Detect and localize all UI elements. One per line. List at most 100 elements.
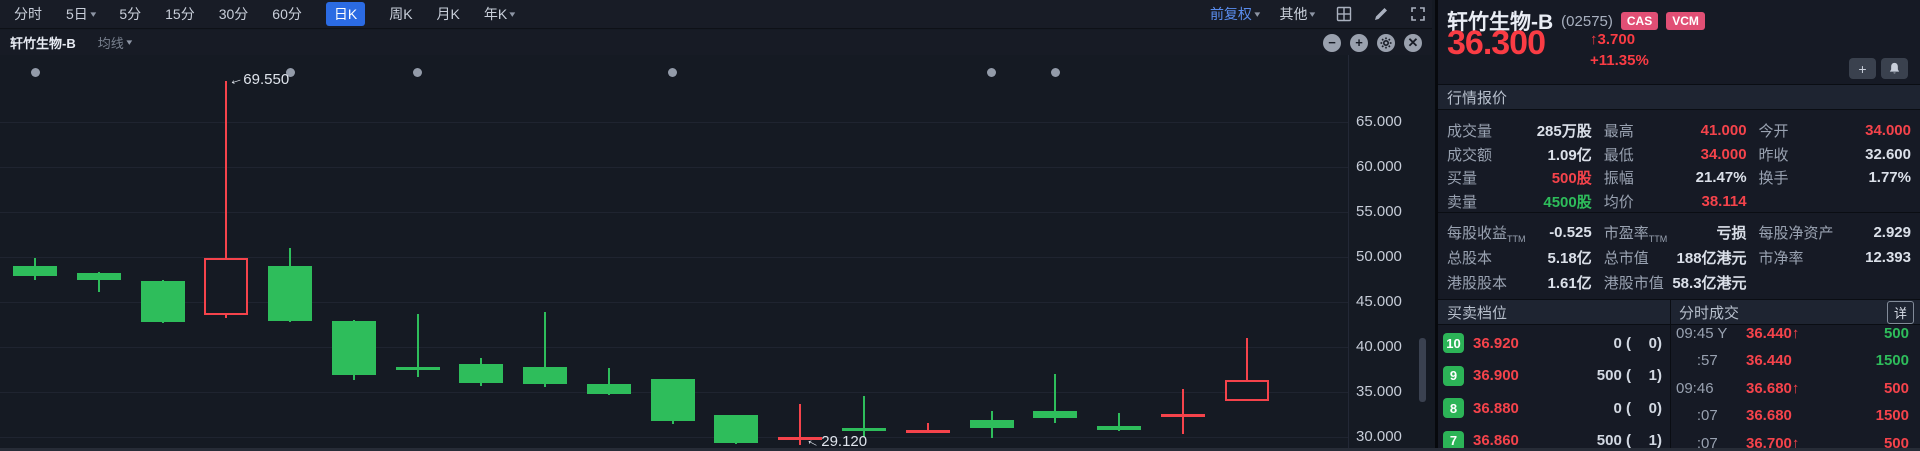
candle-body — [459, 364, 504, 383]
close-chart-button[interactable]: ✕ — [1404, 33, 1422, 52]
ma-label: 均线 — [97, 36, 124, 51]
quote-cell: 总股本 5.18亿 — [1447, 246, 1592, 269]
chevron-down-icon: ▾ — [90, 8, 97, 19]
quote-cell-value: 38.114 — [1701, 192, 1747, 210]
quote-cell-value: 1.77% — [1868, 169, 1911, 186]
quote-cell-label: 总市值 — [1603, 250, 1649, 267]
period-tab-周K[interactable]: 周K — [389, 6, 413, 22]
event-marker-dot[interactable] — [1050, 68, 1060, 77]
last-price: 36.300 — [1447, 24, 1546, 62]
orderbook-qty: 0 (0) — [1613, 334, 1662, 352]
ma-dropdown[interactable]: 均线 ▾ — [98, 33, 132, 52]
symbol-label: 轩竹生物-B — [10, 36, 76, 51]
tick-row: :07 36.680 1500 — [1676, 402, 1920, 429]
quote-section-title: 行情报价 — [1447, 89, 1508, 107]
period-tab-年K[interactable]: 年K ▾ — [483, 6, 516, 22]
quote-cell-label: 昨收 — [1758, 146, 1789, 164]
period-tab-15分[interactable]: 15分 — [165, 6, 195, 22]
period-tab-日K[interactable]: 日K — [325, 2, 366, 26]
detail-button[interactable]: 详 — [1886, 300, 1914, 324]
level-badge: 8 — [1443, 398, 1464, 418]
fullscreen-icon[interactable] — [1409, 6, 1426, 23]
quote-cell-label: 最低 — [1603, 146, 1634, 164]
orderbook-row[interactable]: 10 36.920 0 (0) — [1438, 327, 1670, 359]
orderbook-qty: 500 (1) — [1596, 432, 1662, 449]
quote-cell-label: 成交额 — [1447, 146, 1493, 164]
quote-cell-label: 港股市值 — [1603, 275, 1664, 292]
zoom-out-button[interactable]: − — [1323, 33, 1341, 52]
alert-bell-button[interactable] — [1881, 58, 1908, 79]
draw-brush-icon[interactable] — [1372, 6, 1389, 23]
quote-cell-value: 34.000 — [1700, 145, 1747, 163]
zoom-in-button[interactable]: + — [1350, 33, 1368, 52]
quote-cell-value: 5.18亿 — [1547, 250, 1592, 267]
other-dropdown[interactable]: 其他 ▾ — [1279, 4, 1315, 24]
period-tab-5分[interactable]: 5分 — [119, 6, 142, 22]
quote-cell: 卖量 4500股 — [1447, 190, 1592, 213]
candle-body — [523, 366, 568, 384]
add-watchlist-button[interactable]: + — [1849, 58, 1876, 79]
orderbook-row[interactable]: 7 36.860 500 (1) — [1438, 425, 1670, 451]
quote-cell: 振幅 21.47% — [1604, 166, 1747, 189]
tick-row: :07 36.700↑ 500 — [1676, 430, 1920, 451]
quote-cell-value: -0.525 — [1549, 224, 1592, 241]
orderbook-row[interactable]: 9 36.900 500 (1) — [1438, 360, 1670, 392]
quote-cell-label: 每股收益TTM — [1447, 224, 1526, 244]
period-tab-30分[interactable]: 30分 — [218, 6, 249, 22]
tick-row: 09:45 Y 36.440↑ 500 — [1676, 320, 1920, 347]
orderbook-qty: 0 (0) — [1613, 399, 1662, 417]
candle-body — [331, 320, 376, 375]
orderbook-price: 36.900 — [1473, 367, 1519, 384]
stock-code: (02575) — [1561, 12, 1613, 30]
bottom-edge — [0, 448, 1920, 451]
gridline — [0, 212, 1348, 213]
period-tab-月K[interactable]: 月K — [436, 6, 460, 22]
chart-plot[interactable]: ← 69.550 ← 29.120 — [0, 55, 1348, 451]
period-toolbar: 分时 5日 ▾ 5分 15分 30分 60分 日K 周K 月K 年K ▾ 前复权 ▾ 其他 ▾ — [0, 0, 1432, 29]
quote-cell: 港股市值 58.3亿港元 — [1604, 271, 1747, 294]
event-marker-dot[interactable] — [987, 68, 997, 77]
period-tab-分时[interactable]: 分时 — [14, 6, 42, 22]
tick-time: 09:46 — [1676, 379, 1714, 397]
chart-subtitle-bar: 轩竹生物-B 均线 ▾ − + ✕ — [0, 30, 1432, 55]
quote-cell-value: 34.000 — [1865, 122, 1911, 139]
quote-cell-label: 卖量 — [1447, 193, 1478, 211]
period-tab-5日[interactable]: 5日 ▾ — [66, 6, 97, 22]
other-label: 其他 — [1279, 6, 1308, 22]
y-axis-label: 45.000 — [1356, 293, 1402, 310]
orderbook-row[interactable]: 8 36.880 0 (0) — [1438, 392, 1670, 424]
event-marker-dot[interactable] — [30, 68, 40, 77]
status-badge-cas: CAS — [1620, 12, 1659, 30]
tick-volume: 500 — [1883, 379, 1909, 397]
quote-cell-value: 12.393 — [1865, 249, 1911, 266]
event-marker-dot[interactable] — [413, 68, 423, 77]
event-marker-dot[interactable] — [285, 68, 295, 77]
quote-cell-value: 285万股 — [1536, 123, 1592, 140]
quote-cell-label: 买量 — [1447, 170, 1478, 187]
quote-cell: 每股收益TTM -0.525 — [1447, 221, 1592, 244]
candle-wick — [97, 272, 100, 293]
settings-gear-button[interactable] — [1377, 33, 1395, 52]
quote-cell: 市净率 12.393 — [1759, 246, 1911, 269]
quote-cell: 换手 1.77% — [1759, 166, 1911, 189]
gridline — [0, 167, 1348, 168]
timesales-header: 分时成交 详 — [1670, 299, 1920, 325]
candle-body — [905, 429, 950, 433]
quote-cell-label: 振幅 — [1603, 170, 1634, 187]
candle-body — [778, 437, 823, 440]
event-marker-dot[interactable] — [668, 68, 678, 77]
price-change-pct: +11.35% — [1590, 52, 1649, 69]
layout-grid-icon[interactable] — [1335, 6, 1352, 23]
gridline — [0, 122, 1348, 123]
adjust-dropdown[interactable]: 前复权 ▾ — [1210, 4, 1260, 24]
scrollbar-thumb[interactable] — [1419, 338, 1426, 402]
gridline — [0, 257, 1348, 258]
quote-cell: 港股股本 1.61亿 — [1447, 271, 1592, 294]
quote-cell-value: 4500股 — [1543, 193, 1592, 211]
y-axis-label: 30.000 — [1356, 428, 1402, 445]
y-axis-label: 65.000 — [1356, 113, 1402, 130]
orderbook-price: 36.860 — [1473, 432, 1519, 449]
period-tab-60分[interactable]: 60分 — [272, 6, 302, 22]
candle-body — [1224, 380, 1269, 401]
